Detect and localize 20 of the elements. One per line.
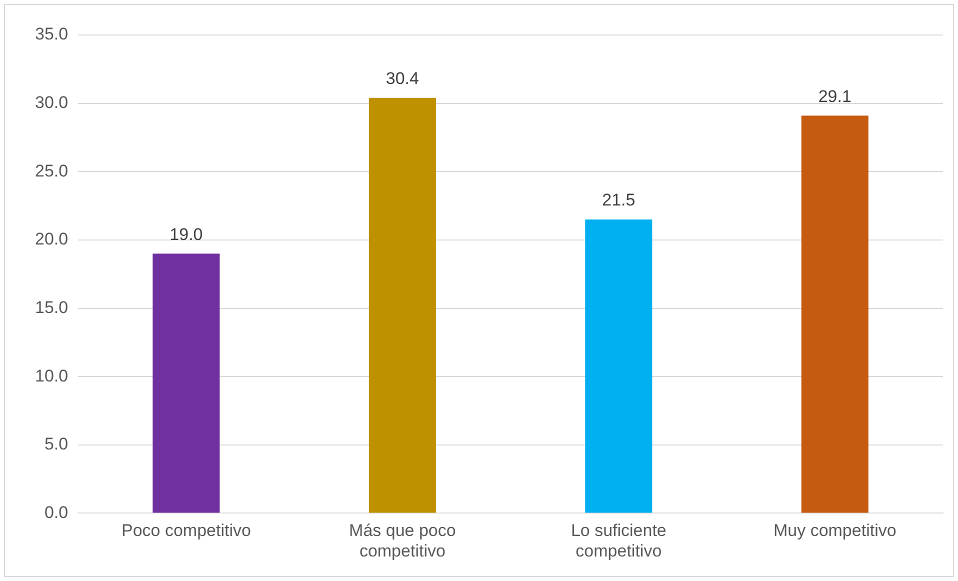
data-label: 21.5 (602, 190, 636, 210)
bar (152, 254, 220, 513)
y-tick-label: 25.0 (34, 161, 68, 180)
x-tick-label: Muy competitivo (773, 521, 896, 540)
bar (801, 116, 868, 513)
x-tick-label: Poco competitivo (121, 521, 251, 540)
x-tick-label: Lo suficiente competitivo (570, 521, 666, 560)
bar (368, 98, 436, 513)
y-tick-label: 10.0 (34, 366, 68, 386)
data-label: 30.4 (386, 69, 419, 88)
data-label: 29.1 (818, 86, 852, 106)
y-tick-label: 20.0 (34, 230, 68, 249)
y-tick-label: 35.0 (34, 24, 68, 44)
y-tick-label: 15.0 (34, 298, 68, 317)
y-tick-label: 30.0 (34, 93, 68, 112)
data-label: 19.0 (170, 224, 203, 244)
y-tick-label: 5.0 (44, 434, 68, 454)
x-tick-label: Más que poco competitivo (349, 521, 456, 560)
bar (585, 219, 652, 513)
y-tick-label: 0.0 (44, 502, 68, 522)
